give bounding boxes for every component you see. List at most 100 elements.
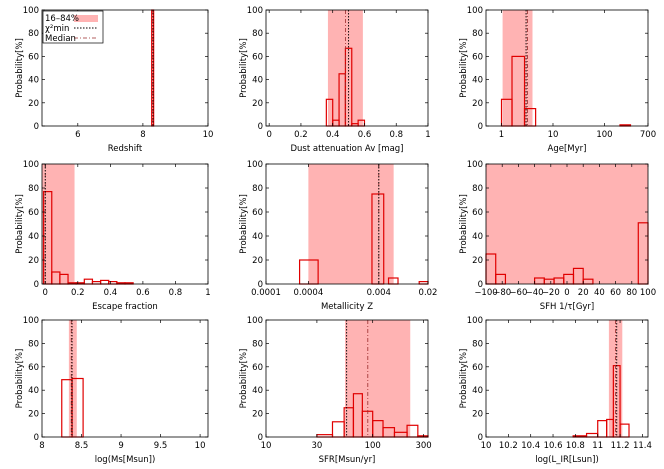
- x-tick-label: 0.4: [104, 288, 118, 298]
- histogram-bar: [99, 279, 110, 285]
- y-tick-label: 80: [472, 184, 483, 194]
- y-tick-label: 0: [258, 280, 263, 290]
- x-tick-label: 10.4: [521, 441, 540, 451]
- y-tick-label: 40: [28, 232, 39, 242]
- x-tick-label: 0: [564, 288, 569, 298]
- chart-panel-2: 0 0.2 0.4 0.6 0.8 1 0 20 40 60 80 100 Dust attenuati…: [239, 6, 431, 154]
- x-tick-label: 10.6: [544, 441, 563, 451]
- plot-frame: [485, 319, 649, 438]
- x-tick-label: 0.8: [169, 288, 183, 298]
- x-tick-label: 6: [75, 130, 80, 140]
- y-tick-label: 0: [34, 280, 39, 290]
- y-tick-label: 20: [472, 410, 483, 420]
- percentile-band: [42, 164, 75, 284]
- x-tick-label: 10: [203, 130, 214, 140]
- histogram-bar: [597, 420, 608, 438]
- legend-band-label: 16–84%: [45, 14, 79, 24]
- x-tick-label: 11.4: [633, 441, 652, 451]
- y-tick-label: 60: [472, 52, 483, 62]
- y-tick-label: 60: [28, 208, 39, 218]
- y-tick-label: 60: [28, 52, 39, 62]
- x-tick-label: 9: [118, 441, 123, 451]
- y-tick-label: 80: [252, 184, 263, 194]
- x-tick-label: 11: [592, 441, 603, 451]
- y-tick-label: 0: [478, 280, 483, 290]
- y-axis-label: Probability[%]: [459, 349, 469, 409]
- x-tick-label: 30: [311, 441, 322, 451]
- x-axis-label: Age[Myr]: [548, 144, 587, 154]
- y-tick-label: 60: [472, 208, 483, 218]
- x-tick-label: 8: [140, 130, 145, 140]
- x-axis-label: Metallicity Z: [321, 302, 373, 312]
- y-tick-label: 100: [247, 160, 263, 170]
- y-axis-label: Probability[%]: [459, 38, 469, 98]
- y-tick-label: 100: [23, 160, 39, 170]
- y-tick-label: 20: [252, 256, 263, 266]
- x-axis-label: SFH 1/τ[Gyr]: [540, 302, 595, 312]
- x-tick-label: −60: [509, 288, 527, 298]
- x-tick-label: 20: [578, 288, 589, 298]
- x-tick-label: 40: [594, 288, 605, 298]
- y-tick-label: 0: [478, 122, 483, 132]
- x-tick-label: 9.5: [154, 441, 168, 451]
- x-tick-label: 10: [481, 441, 492, 451]
- x-tick-label: 80: [626, 288, 637, 298]
- y-tick-label: 40: [28, 76, 39, 86]
- x-tick-label: 300: [415, 441, 431, 451]
- x-tick-label: 10.2: [499, 441, 518, 451]
- histogram-bar: [585, 432, 599, 438]
- y-tick-label: 100: [467, 316, 483, 326]
- x-tick-label: 10: [195, 441, 206, 451]
- x-tick-label: 0.6: [358, 130, 372, 140]
- y-tick-label: 40: [472, 76, 483, 86]
- x-axis-label: Escape fraction: [92, 302, 158, 312]
- y-axis-label: Probability[%]: [15, 194, 25, 254]
- chart-panel-9: 10 10.2 10.4 10.6 10.8 11 11.2 11.4 0 20 40 60 80 100…: [459, 316, 652, 465]
- y-tick-label: 80: [252, 339, 263, 349]
- chart-panel-8: 10 30 100 300 0 20 40 60 80 100 SFR[Msun/yr] Probab…: [239, 316, 432, 465]
- x-tick-label: 0.2: [294, 130, 308, 140]
- y-tick-label: 60: [28, 363, 39, 373]
- y-tick-label: 60: [252, 363, 263, 373]
- y-tick-label: 40: [252, 76, 263, 86]
- x-tick-label: 0.2: [71, 288, 85, 298]
- x-axis-label: log(L_IR[Lsun]): [535, 455, 599, 465]
- plot-frame: [485, 9, 649, 127]
- y-tick-label: 80: [472, 339, 483, 349]
- y-tick-label: 20: [28, 410, 39, 420]
- x-tick-label: 100: [640, 288, 656, 298]
- y-tick-label: 60: [252, 208, 263, 218]
- x-tick-label: 1: [499, 130, 504, 140]
- y-tick-label: 100: [467, 6, 483, 16]
- legend-median-label: Median: [45, 34, 76, 44]
- y-axis-label: Probability[%]: [239, 349, 249, 409]
- x-tick-label: 1: [205, 288, 210, 298]
- x-tick-label: 700: [640, 130, 656, 140]
- x-axis-label: Redshift: [108, 144, 143, 154]
- y-tick-label: 100: [247, 316, 263, 326]
- y-tick-label: 20: [472, 256, 483, 266]
- x-axis-label: SFR[Msun/yr]: [319, 455, 376, 465]
- x-tick-label: 0.8: [389, 130, 403, 140]
- x-tick-label: 0: [43, 288, 48, 298]
- plot-frame: [265, 9, 429, 127]
- chart-panel-1: 6 8 10020406080100RedshiftProbability[%]16…: [15, 6, 213, 154]
- y-tick-label: 80: [28, 29, 39, 39]
- y-tick-label: 80: [28, 184, 39, 194]
- chart-panel-6: −100−80−60−40−20 0 20 40 60 80 100020406080100…: [459, 160, 656, 312]
- y-tick-label: 100: [247, 6, 263, 16]
- x-axis-label: log(Ms[Msun]): [95, 455, 156, 465]
- x-tick-label: 0.004: [367, 288, 391, 298]
- y-tick-label: 60: [252, 52, 263, 62]
- y-tick-label: 40: [472, 386, 483, 396]
- x-axis-label: Dust attenuation Av [mag]: [290, 144, 403, 154]
- y-tick-label: 20: [252, 99, 263, 109]
- y-tick-label: 20: [28, 99, 39, 109]
- legend-band-swatch: [74, 15, 98, 22]
- x-tick-label: 10.8: [566, 441, 585, 451]
- y-tick-label: 40: [252, 232, 263, 242]
- y-tick-label: 0: [258, 433, 263, 443]
- x-tick-label: −100: [474, 288, 497, 298]
